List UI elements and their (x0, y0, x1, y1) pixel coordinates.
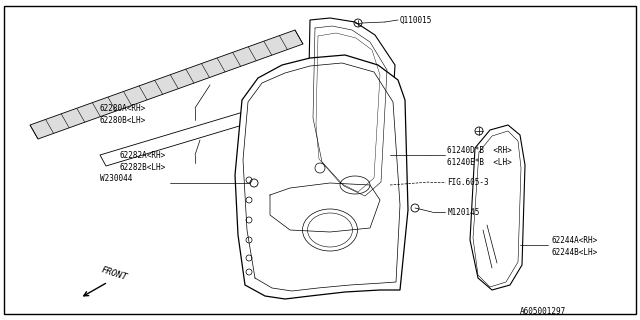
Polygon shape (235, 55, 408, 299)
Text: M120145: M120145 (448, 207, 481, 217)
Text: 61240E*B  <LH>: 61240E*B <LH> (447, 157, 512, 166)
Text: W230044: W230044 (100, 173, 132, 182)
Text: 62282B<LH>: 62282B<LH> (120, 163, 166, 172)
Text: 62280A<RH>: 62280A<RH> (100, 103, 147, 113)
Polygon shape (308, 18, 395, 200)
Text: A605001297: A605001297 (520, 308, 566, 316)
Text: 62280B<LH>: 62280B<LH> (100, 116, 147, 124)
Text: 62244A<RH>: 62244A<RH> (551, 236, 597, 244)
Polygon shape (100, 95, 306, 166)
Polygon shape (30, 30, 303, 139)
Text: 62244B<LH>: 62244B<LH> (551, 247, 597, 257)
Text: FIG.605-3: FIG.605-3 (447, 178, 488, 187)
Polygon shape (470, 125, 525, 290)
Text: FRONT: FRONT (100, 266, 129, 283)
Text: 62282A<RH>: 62282A<RH> (120, 150, 166, 159)
Text: 61240D*B  <RH>: 61240D*B <RH> (447, 146, 512, 155)
Text: Q110015: Q110015 (400, 15, 433, 25)
